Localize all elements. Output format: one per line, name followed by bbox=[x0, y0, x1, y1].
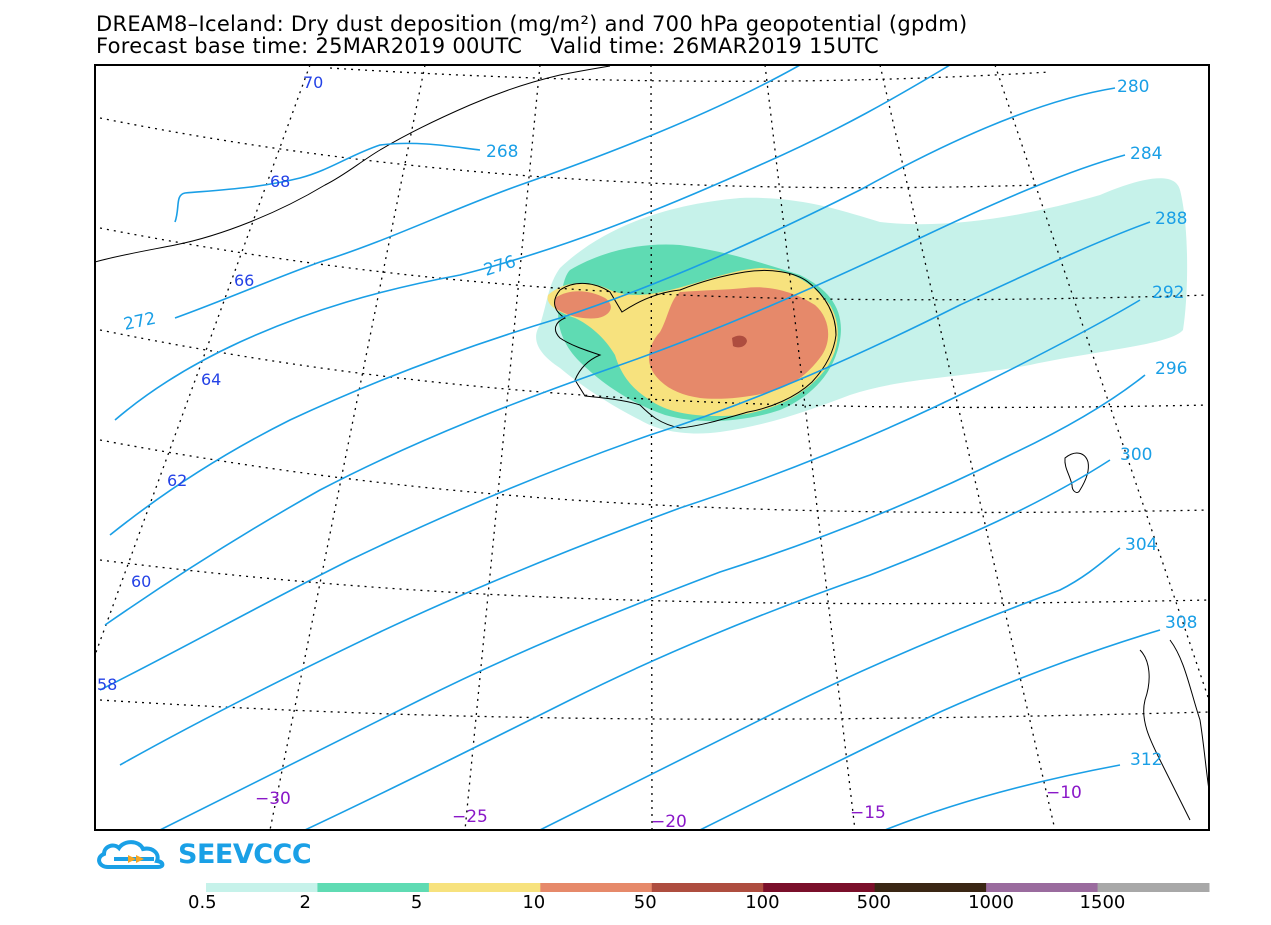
colorbar-label: 2 bbox=[299, 892, 311, 913]
contour-line-312 bbox=[884, 764, 1121, 830]
dust-level-50 bbox=[732, 335, 747, 348]
latitude-labels: 70 68 66 64 62 60 58 bbox=[97, 73, 323, 694]
lon-label-minus30: −30 bbox=[255, 789, 291, 809]
longitude-labels: −30 −25 −20 −15 −10 bbox=[255, 783, 1082, 832]
contour-line-292 bbox=[119, 299, 1141, 766]
contour-labels: 268 272 276 280 284 288 292 296 300 304 … bbox=[122, 77, 1198, 770]
meridian-minus15 bbox=[764, 65, 856, 830]
dust-deposition-field bbox=[536, 178, 1188, 434]
contour-line-308 bbox=[699, 629, 1161, 830]
parallel-68 bbox=[99, 117, 1041, 189]
parallel-70 bbox=[329, 67, 1051, 82]
meridian-minus5 bbox=[994, 65, 1209, 701]
contour-label-296: 296 bbox=[1155, 359, 1187, 379]
colorbar-label: 1500 bbox=[1079, 892, 1126, 913]
map-title: DREAM8–Iceland: Dry dust deposition (mg/… bbox=[96, 12, 968, 36]
contour-line-304 bbox=[539, 547, 1121, 830]
colorbar-label: 100 bbox=[745, 892, 780, 913]
contour-label-268: 268 bbox=[486, 142, 518, 162]
lat-label-68: 68 bbox=[270, 172, 290, 191]
colorbar-label: 500 bbox=[856, 892, 892, 913]
parallel-58 bbox=[99, 699, 1209, 720]
longitude-meridians bbox=[95, 65, 1209, 830]
contour-label-272: 272 bbox=[122, 309, 158, 335]
meridian-minus20 bbox=[650, 65, 653, 830]
contour-label-292: 292 bbox=[1152, 283, 1184, 303]
colorbar-label: 10 bbox=[522, 892, 546, 913]
cloud-icon bbox=[97, 840, 165, 869]
colorbar-swatch bbox=[651, 883, 764, 892]
lon-label-minus25: −25 bbox=[452, 807, 488, 827]
colorbar-swatch bbox=[540, 883, 653, 892]
contour-line-272 bbox=[174, 65, 801, 319]
colorbar-swatch bbox=[874, 883, 987, 892]
map-content bbox=[95, 65, 1209, 830]
contour-line-276 bbox=[114, 65, 951, 421]
contour-label-304: 304 bbox=[1125, 535, 1157, 555]
map-subtitle: Forecast base time: 25MAR2019 00UTC Vali… bbox=[96, 34, 879, 58]
lat-label-64: 64 bbox=[201, 370, 221, 389]
contour-line-280 bbox=[109, 87, 1116, 536]
meridian-minus10 bbox=[879, 65, 1056, 830]
contour-label-276: 276 bbox=[481, 252, 518, 281]
colorbar-swatch bbox=[1097, 883, 1210, 892]
lat-label-70: 70 bbox=[303, 73, 323, 92]
colorbar bbox=[206, 883, 1210, 892]
parallel-60 bbox=[99, 559, 1209, 605]
lon-label-minus20: −20 bbox=[651, 812, 687, 832]
colorbar-swatch bbox=[763, 883, 876, 892]
lat-label-60: 60 bbox=[131, 572, 151, 591]
logo-text: SEEVCCC bbox=[178, 838, 312, 870]
colorbar-swatch bbox=[428, 883, 541, 892]
map-frame bbox=[94, 64, 1210, 831]
svalbard-coastline bbox=[1064, 452, 1089, 493]
contour-label-280: 280 bbox=[1117, 77, 1149, 97]
colorbar-label: 50 bbox=[633, 892, 657, 913]
contour-line-284 bbox=[104, 154, 1126, 626]
contour-label-300: 300 bbox=[1120, 445, 1152, 465]
lon-label-minus10: −10 bbox=[1046, 783, 1082, 803]
meridian-minus25 bbox=[464, 65, 541, 830]
iceland-coastline bbox=[554, 269, 837, 429]
contour-label-284: 284 bbox=[1130, 144, 1162, 164]
colorbar-label: 0.5 bbox=[188, 892, 217, 913]
colorbar-swatch bbox=[206, 883, 318, 892]
geopotential-contours bbox=[99, 65, 1161, 830]
colorbar-label: 5 bbox=[410, 892, 423, 913]
norway-coastline bbox=[1139, 639, 1209, 821]
contour-label-308: 308 bbox=[1165, 613, 1197, 633]
parallel-62 bbox=[99, 439, 1209, 514]
colorbar-label: 1000 bbox=[968, 892, 1014, 913]
lat-label-58: 58 bbox=[97, 675, 117, 694]
latitude-parallels bbox=[99, 67, 1209, 720]
dust-level-10 bbox=[555, 287, 829, 399]
lat-label-66: 66 bbox=[234, 271, 254, 290]
colorbar-swatch bbox=[317, 883, 430, 892]
greenland-coastline bbox=[95, 65, 611, 263]
lon-label-minus15: −15 bbox=[850, 803, 886, 823]
lat-label-62: 62 bbox=[167, 471, 187, 490]
contour-line-268 bbox=[174, 142, 481, 223]
contour-line-288 bbox=[99, 221, 1151, 691]
contour-line-296 bbox=[159, 374, 1146, 830]
contour-line-300 bbox=[304, 459, 1111, 830]
contour-label-288: 288 bbox=[1155, 209, 1187, 229]
contour-label-312: 312 bbox=[1130, 750, 1162, 770]
seevccc-logo: SEEVCCC bbox=[94, 836, 312, 872]
colorbar-swatch bbox=[986, 883, 1099, 892]
